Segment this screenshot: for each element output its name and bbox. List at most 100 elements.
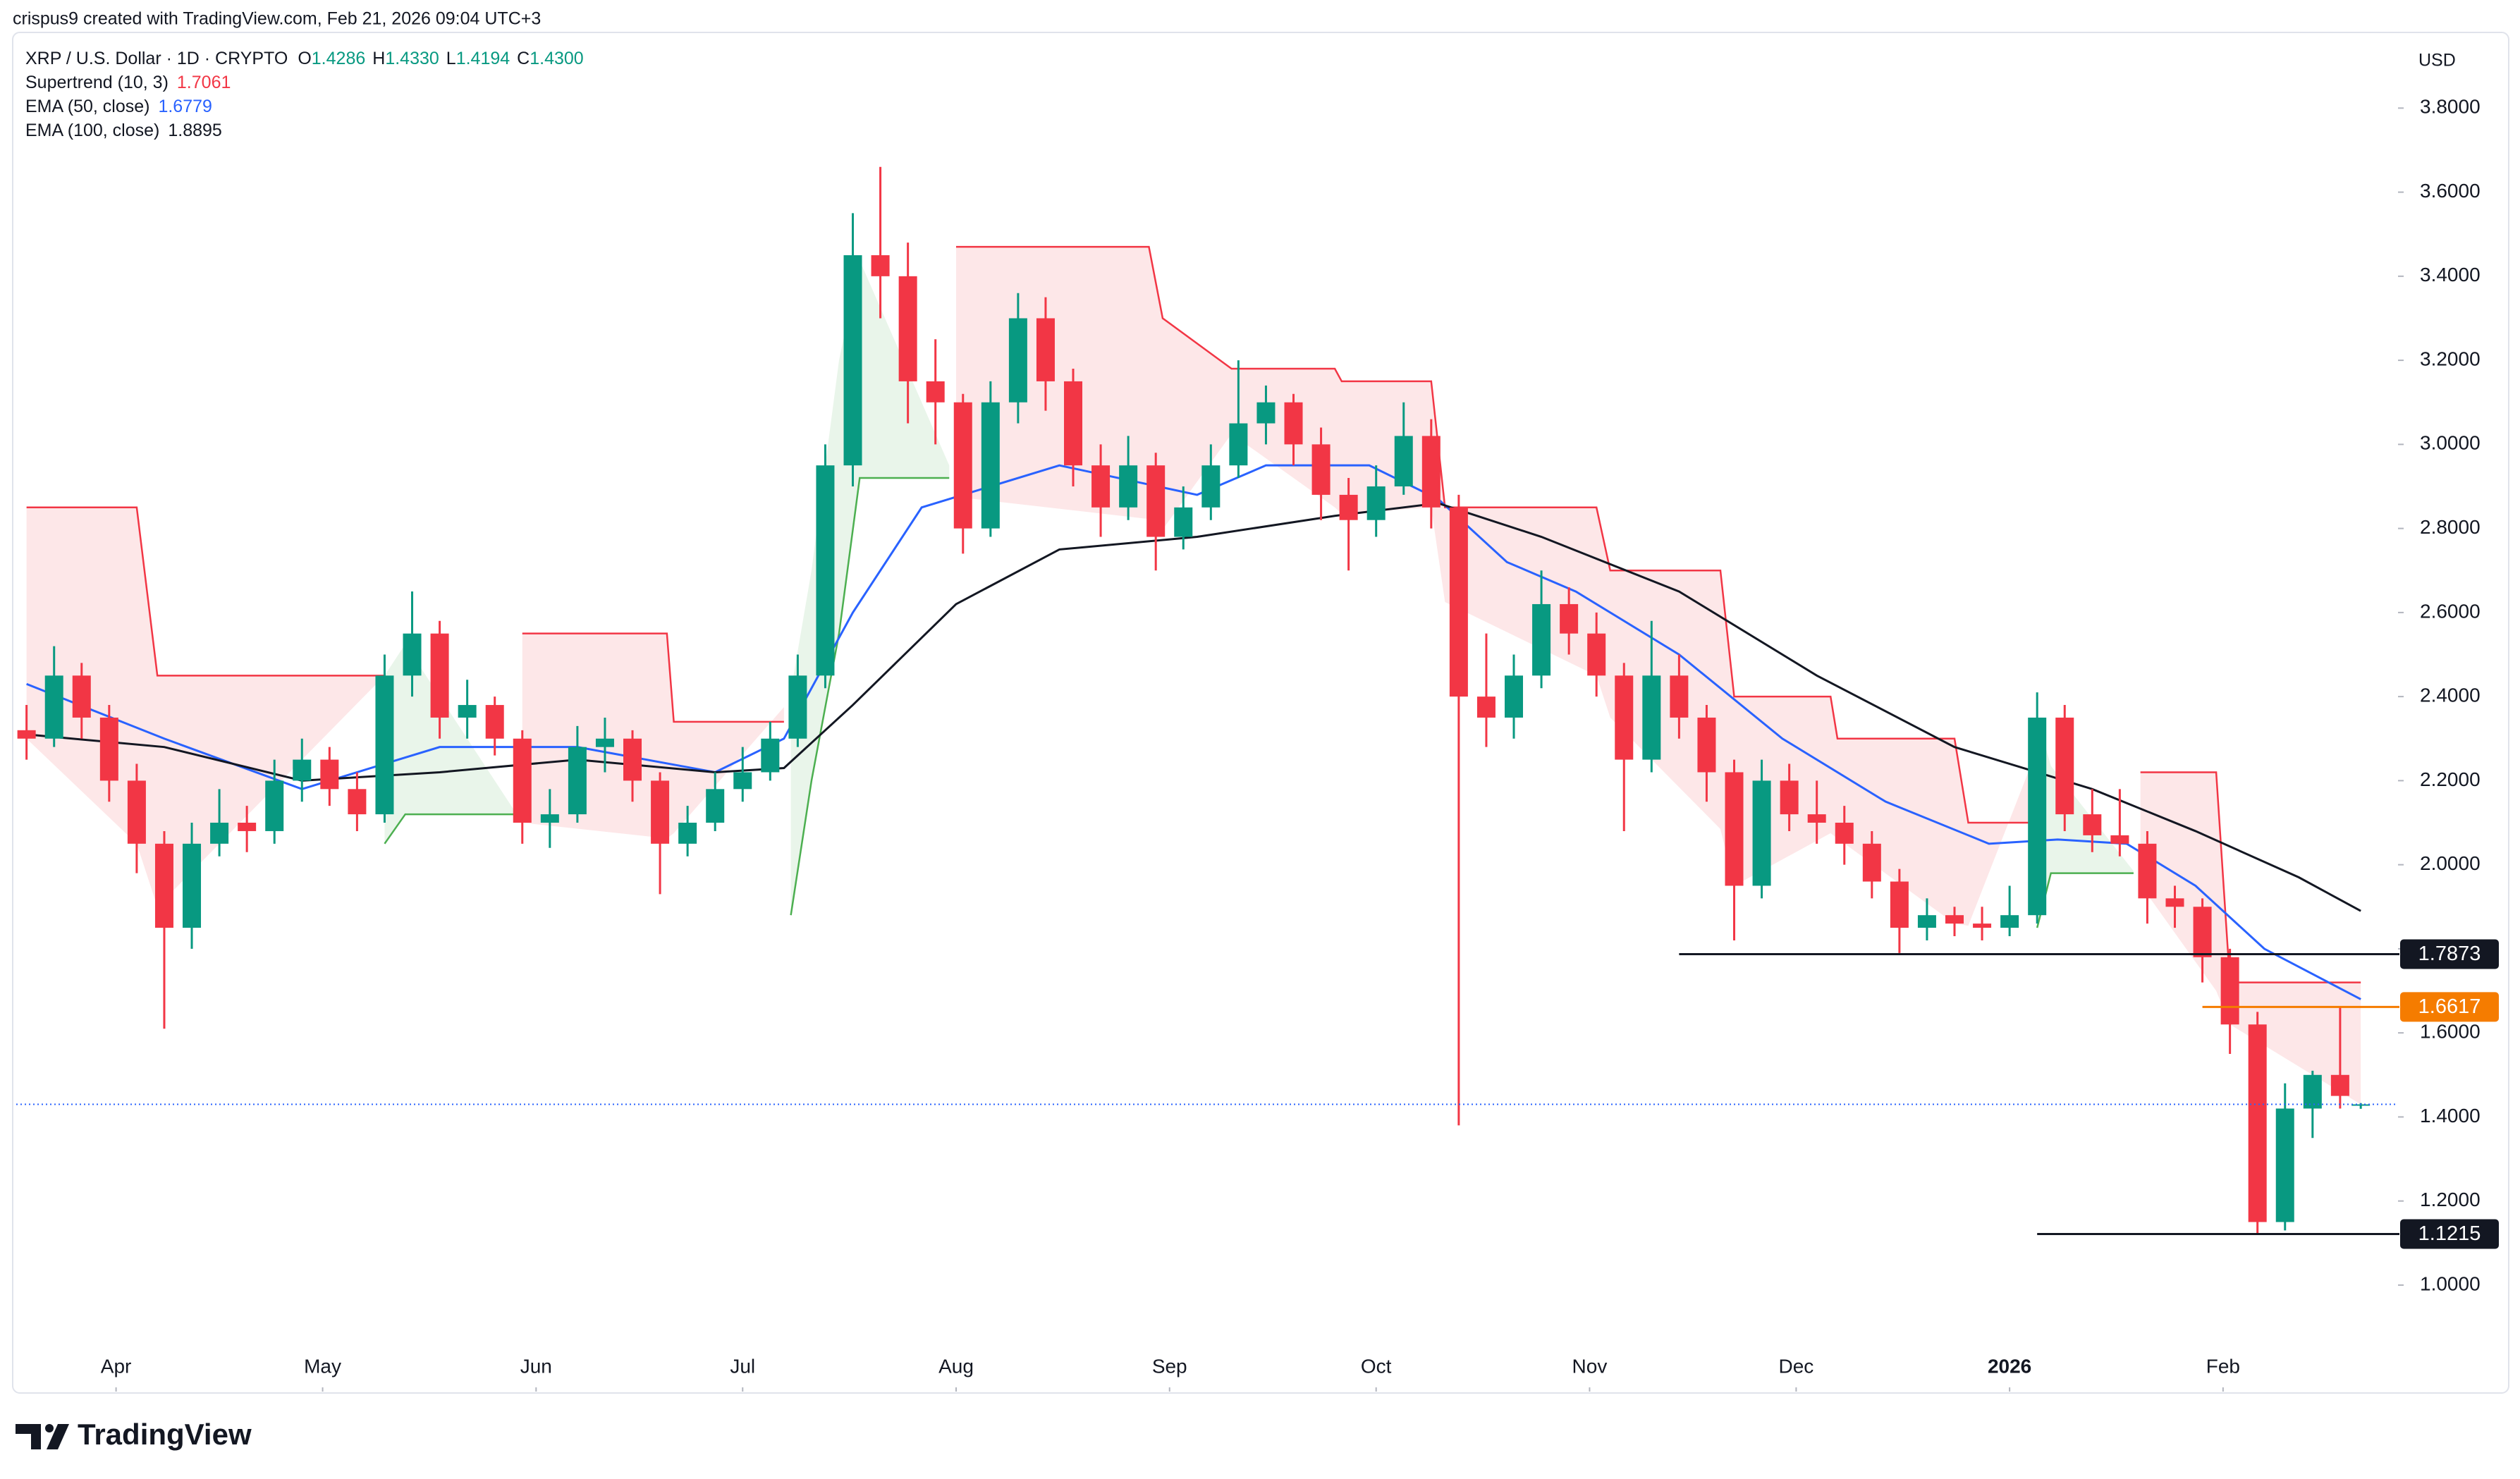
candle [816, 444, 835, 689]
candle-body [1862, 843, 1881, 882]
x-tick-label: May [304, 1355, 341, 1377]
candle-body [210, 823, 229, 844]
currency[interactable]: USD [2418, 51, 2456, 70]
candle-body [1973, 923, 1992, 928]
candle [2248, 1012, 2267, 1235]
candle [2165, 885, 2184, 928]
candle [2193, 898, 2212, 983]
ohlc-name: L [446, 49, 456, 68]
candle-body [1697, 717, 1716, 773]
candle [1146, 453, 1166, 571]
candle [348, 772, 367, 831]
x-tick-label: Feb [2206, 1355, 2240, 1377]
candle [2275, 1083, 2294, 1231]
candle-body [623, 738, 642, 781]
chart-frame [12, 32, 2509, 1394]
candle [1476, 633, 1496, 747]
candle [623, 730, 642, 802]
candle [651, 772, 670, 895]
candle [761, 721, 780, 781]
plot-area [17, 166, 2371, 1235]
candle-body [1587, 633, 1606, 676]
candle [99, 705, 118, 802]
candle-body [430, 633, 449, 718]
candle [2330, 1007, 2349, 1109]
candle-body [293, 759, 312, 781]
candle-body [1008, 318, 1027, 403]
candle [1615, 663, 1634, 831]
candle [540, 789, 559, 848]
candle-body [1394, 436, 1413, 486]
y-tick-label: 1.4000 [2420, 1105, 2481, 1127]
indicator-value: 1.6779 [158, 97, 212, 116]
supertrend-line [26, 245, 2361, 983]
candle-body [1339, 494, 1358, 520]
candle-body [2275, 1108, 2294, 1222]
candle-body [1229, 423, 1248, 466]
candle-body [1890, 881, 1909, 928]
indicator-name: EMA (100, close) [25, 121, 159, 140]
y-tick-label: 1.2000 [2420, 1189, 2481, 1210]
candle-body [1201, 465, 1221, 508]
ohlc-value: 1.4330 [385, 49, 439, 68]
candle-body [2138, 843, 2157, 899]
candle [1560, 587, 1579, 655]
candle [678, 806, 697, 857]
symbol-line: XRP / U.S. Dollar · 1D · CRYPTO O1.4286 H1… [25, 49, 584, 68]
candle [513, 730, 532, 844]
x-tick-label: Apr [101, 1355, 132, 1377]
candle-body [1174, 507, 1193, 537]
candle [843, 213, 862, 486]
candle-body [1807, 814, 1826, 823]
candle-body [678, 823, 697, 844]
candle [154, 830, 173, 1029]
candle [1752, 759, 1771, 899]
candle [1119, 436, 1138, 520]
candle-body [99, 717, 118, 781]
candle-body [871, 255, 890, 276]
candle [403, 591, 422, 697]
brand-name: TradingView [78, 1418, 252, 1451]
candle-body [2028, 717, 2047, 916]
candle [1945, 907, 1964, 937]
candle-body [2330, 1074, 2349, 1096]
candle [1201, 444, 1221, 520]
candle-body [1091, 465, 1111, 508]
candle-body [2110, 835, 2129, 844]
candle-body [320, 759, 339, 790]
candle [72, 663, 91, 739]
candle-body [761, 738, 780, 773]
candle-body [1311, 444, 1331, 495]
candle [1008, 293, 1027, 424]
ohlc-name: O [298, 49, 311, 68]
candle [1917, 898, 1936, 940]
candle [1973, 907, 1992, 940]
x-tick-label: Jun [520, 1355, 552, 1377]
candle-body [183, 843, 202, 928]
candle [1642, 620, 1661, 773]
candle [953, 393, 972, 554]
candle-body [1476, 696, 1496, 718]
candle [375, 654, 394, 823]
level-label: 1.6617 [2418, 995, 2481, 1018]
candle-body [1256, 402, 1276, 424]
candle [1697, 705, 1716, 802]
candle-body [1036, 318, 1055, 381]
x-tick-label: Dec [1778, 1355, 1813, 1377]
candle-body [1366, 486, 1386, 520]
candle-body [2303, 1074, 2322, 1109]
candle-body [1917, 915, 1936, 928]
candle [210, 789, 229, 857]
supertrend-fill [955, 247, 2031, 926]
candle [1366, 465, 1386, 537]
x-tick-label: Aug [938, 1355, 974, 1377]
candle [1835, 806, 1854, 865]
candle-body [44, 675, 63, 739]
candle-body [898, 276, 917, 381]
indicator-list: Supertrend (10, 3) 1.7061 EMA (50, close) 1… [25, 73, 231, 140]
candle [2220, 948, 2239, 1054]
y-tick-label: 3.4000 [2420, 264, 2481, 286]
candle-body [2000, 915, 2019, 928]
